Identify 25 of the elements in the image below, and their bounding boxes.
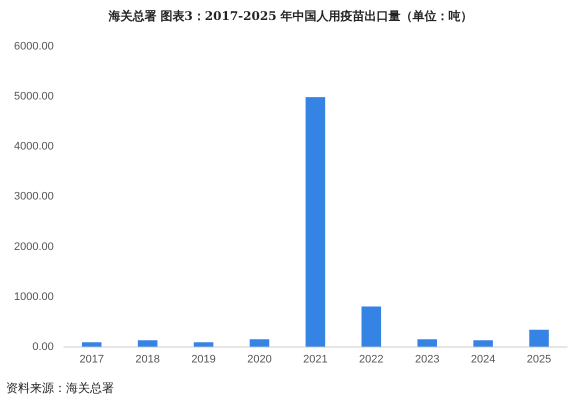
x-tick-label: 2020 — [247, 353, 272, 366]
bar — [529, 330, 549, 347]
text: 资料来源：海关总署 — [6, 380, 114, 397]
y-tick-label: 0.00 — [32, 340, 54, 353]
y-tick-label: 3000.00 — [14, 190, 54, 203]
bar — [250, 339, 270, 347]
x-tick-label: 2025 — [526, 353, 552, 366]
x-tick-label: 2017 — [79, 353, 104, 366]
x-tick-label: 2024 — [470, 353, 496, 366]
y-tick-label: 6000.00 — [14, 40, 54, 53]
bar — [362, 306, 382, 347]
y-tick-label: 5000.00 — [14, 90, 54, 103]
x-tick-label: 2022 — [359, 353, 384, 366]
x-tick-label: 2023 — [414, 353, 440, 366]
bar — [138, 340, 158, 347]
x-tick-label: 2021 — [303, 353, 328, 366]
x-tick-label: 2019 — [191, 353, 216, 366]
chart-title: 海关总署 图表3：2017-2025 年中国人用疫苗出口量（单位：吨） — [107, 8, 474, 25]
x-tick-label: 2018 — [135, 353, 160, 366]
bar — [417, 339, 437, 347]
bar — [306, 97, 326, 347]
y-tick-label: 2000.00 — [14, 240, 54, 253]
y-tick-label: 4000.00 — [14, 140, 54, 153]
y-tick-label: 1000.00 — [14, 290, 54, 303]
bar — [473, 340, 493, 347]
